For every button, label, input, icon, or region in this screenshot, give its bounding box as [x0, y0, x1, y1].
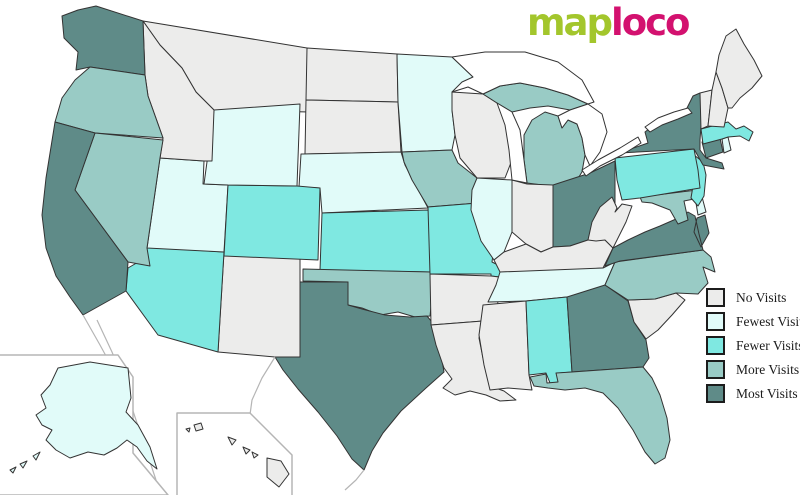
lake-ontario	[644, 107, 693, 133]
fewest-visits-swatch	[706, 312, 725, 331]
fewer-visits-swatch	[706, 336, 725, 355]
maploco-logo[interactable]: maploco	[527, 1, 690, 44]
state-california	[41, 121, 129, 316]
legend-item-fewest-visits: Fewest Visits	[706, 312, 800, 331]
state-wyoming	[203, 103, 301, 187]
state-north-dakota	[305, 47, 399, 103]
map-legend: No Visits Fewest Visits Fewer Visits Mor…	[706, 288, 800, 409]
state-washington	[61, 5, 146, 76]
hawaii-inset-frame	[176, 412, 293, 495]
state-maine	[715, 28, 763, 109]
no-visits-label: No Visits	[736, 289, 787, 305]
state-colorado	[223, 184, 321, 261]
legend-item-fewer-visits: Fewer Visits	[706, 336, 800, 355]
fewest-visits-label: Fewest Visits	[736, 313, 800, 329]
state-north-carolina	[604, 249, 716, 301]
state-mississippi	[478, 300, 533, 391]
state-virginia	[604, 211, 710, 267]
most-visits-swatch	[706, 384, 725, 403]
state-south-dakota	[304, 99, 402, 155]
state-indiana	[511, 179, 554, 253]
lake-superior	[451, 51, 595, 105]
legend-item-no-visits: No Visits	[706, 288, 800, 307]
state-texas	[274, 281, 445, 471]
lake-michigan	[496, 102, 528, 184]
state-rhode-island	[721, 136, 732, 154]
lake-huron	[557, 103, 608, 167]
no-visits-swatch	[706, 288, 725, 307]
most-visits-label: Most Visits	[736, 385, 798, 401]
more-visits-label: More Visits	[736, 361, 800, 377]
logo-map: map	[527, 1, 613, 44]
state-alabama	[525, 296, 573, 384]
state-massachusetts	[700, 121, 754, 145]
lake-erie	[581, 136, 642, 177]
state-florida	[529, 366, 671, 465]
logo-loco: loco	[611, 1, 690, 44]
state-alaska	[9, 361, 158, 474]
state-pennsylvania	[614, 148, 701, 201]
state-hawaii	[185, 422, 290, 488]
fewer-visits-label: Fewer Visits	[736, 337, 800, 353]
more-visits-swatch	[706, 360, 725, 379]
state-new-mexico	[217, 251, 301, 358]
state-west-virginia	[587, 196, 633, 249]
state-kansas	[319, 209, 435, 273]
legend-item-most-visits: Most Visits	[706, 384, 800, 403]
legend-item-more-visits: More Visits	[706, 360, 800, 379]
